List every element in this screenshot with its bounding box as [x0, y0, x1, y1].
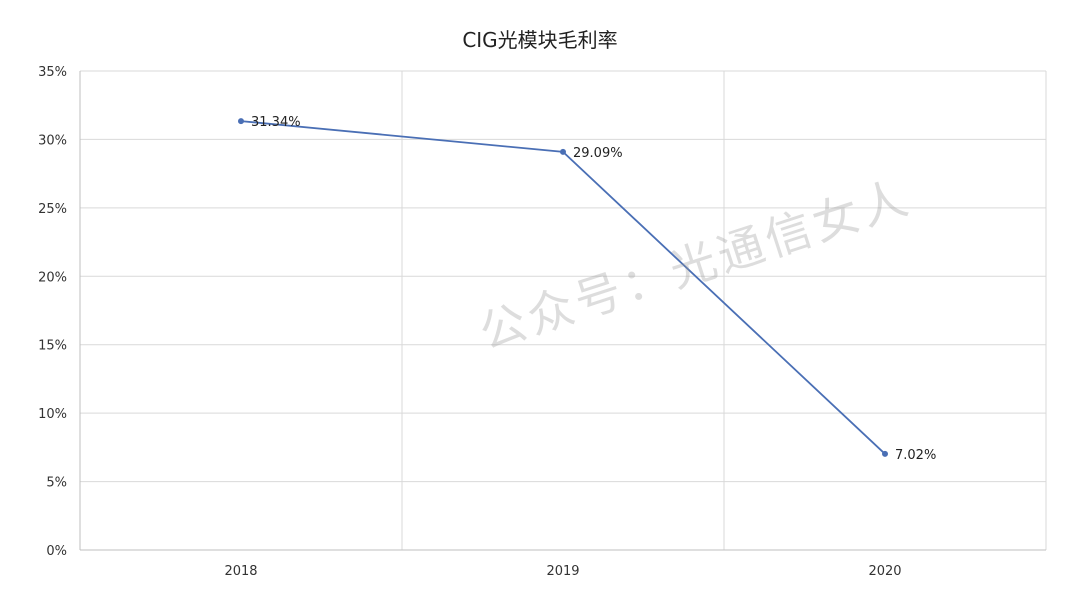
y-tick-label: 5%: [46, 476, 67, 491]
y-tick-label: 0%: [46, 544, 67, 559]
y-tick-label: 10%: [38, 407, 67, 422]
data-point: [882, 450, 888, 457]
y-tick-label: 35%: [38, 65, 67, 80]
y-tick-label: 25%: [38, 202, 67, 217]
data-label: 31.34%: [251, 115, 301, 130]
y-tick-label: 15%: [38, 339, 67, 354]
x-tick-labels: 2018 2019 2020: [224, 564, 901, 579]
data-labels: 31.34% 29.09% 7.02%: [251, 115, 936, 463]
chart-title: CIG光模块毛利率: [462, 28, 618, 52]
y-tick-labels: 0% 5% 10% 15% 20% 25% 30% 35%: [38, 65, 67, 559]
y-tick-label: 20%: [38, 270, 67, 285]
x-tick-label: 2019: [546, 564, 579, 579]
series-layer: [238, 118, 888, 457]
data-point: [238, 118, 244, 125]
data-label: 7.02%: [895, 448, 936, 463]
data-point: [560, 148, 566, 155]
y-tick-label: 30%: [38, 133, 67, 148]
grid-lines: [80, 70, 1047, 550]
axes: [79, 71, 1046, 551]
x-tick-label: 2018: [224, 564, 257, 579]
data-label: 29.09%: [573, 146, 623, 161]
x-tick-label: 2020: [868, 564, 901, 579]
